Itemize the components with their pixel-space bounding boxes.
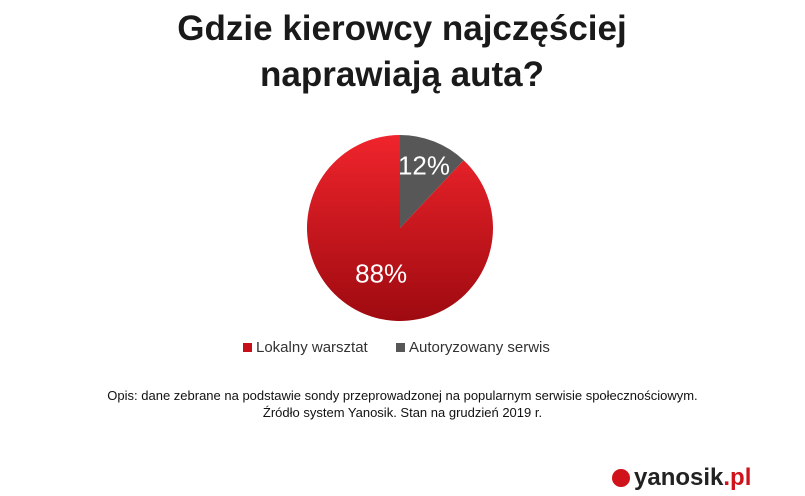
logo: yanosik.pl [612, 464, 751, 492]
logo-suffix: .pl [723, 464, 752, 491]
pie-slice [400, 135, 464, 228]
legend-swatch [243, 343, 252, 352]
pie-slice [306, 135, 493, 322]
chart-title: Gdzie kierowcy najczęściej naprawiają au… [177, 9, 627, 94]
note: Źródło system Yanosik. Stan na grudzień … [262, 405, 543, 420]
logo-name: yanosik [634, 464, 724, 491]
note: Opis: dane zebrane na podstawie sondy pr… [107, 388, 698, 403]
data-label: 88% [355, 258, 407, 288]
notes: Opis: dane zebrane na podstawie sondy pr… [0, 387, 805, 421]
legend-label: Lokalny warsztat [256, 339, 369, 356]
logo-icon [612, 469, 630, 487]
data-label: 12% [398, 150, 450, 180]
legend-label: Autoryzowany serwis [409, 339, 550, 356]
legend-swatch [396, 343, 405, 352]
